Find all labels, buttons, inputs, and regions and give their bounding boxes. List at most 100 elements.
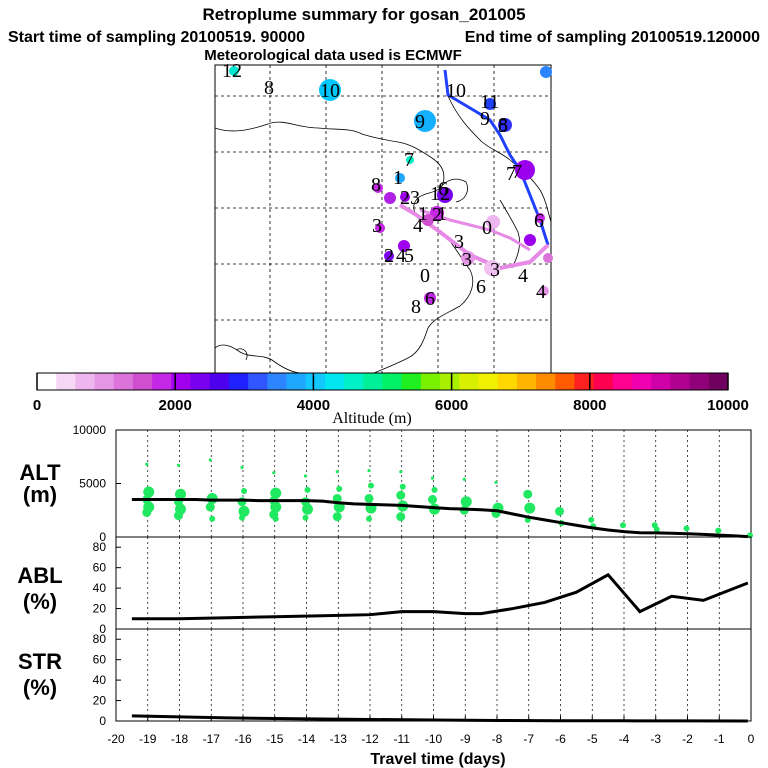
x-tick-label: -16 [234,732,252,746]
colorbar-swatch [190,373,211,390]
alt-scatter-point [332,512,342,522]
alt-scatter-point [399,483,406,490]
alt-scatter-point [653,526,660,533]
colorbar-swatch [37,373,57,390]
colorbar-swatch [651,373,671,390]
x-tick-label: -10 [425,732,443,746]
alt-scatter-point [396,512,406,522]
alt-scatter-point [715,527,722,534]
x-tick-label: -15 [266,732,284,746]
trajectory-day-label: 4 [536,281,546,303]
map-gridlines [215,65,551,373]
trajectory-marker [319,79,341,101]
x-tick-label: -1 [714,732,725,746]
colorbar-tick-label: 6000 [435,397,468,414]
trajectory-day-label: 2 [384,245,394,267]
y-tick-label: 40 [93,673,107,687]
trajectory-day-label: 12 [222,60,242,82]
colorbar-swatch [305,373,326,390]
alt-scatter-point [302,514,309,521]
x-tick-label: -6 [555,732,566,746]
trajectory-day-label: 2 [432,204,442,226]
trajectory-marker [484,98,496,110]
alt-scatter-point [555,506,564,516]
end-time-label: End time of sampling 20100519.120000 [465,29,760,46]
x-axis-label: Travel time (days) [370,751,505,768]
alt-scatter-point [430,476,435,480]
alt-scatter-point [142,507,152,517]
trajectory-marker [461,251,475,265]
trajectory-day-label: 8 [371,174,381,196]
colorbar-swatch [440,373,460,390]
trajectory-day-label: 3 [490,259,500,281]
trajectory-day-label: 6 [438,178,448,200]
trajectory-day-label: 5 [498,115,508,137]
y-tick-label: 80 [93,632,107,646]
trajectory-marker [486,215,500,229]
colorbar-swatch [344,373,364,390]
alt-series-line [131,498,748,539]
colorbar-swatch [401,373,422,390]
trajectory-marker [384,192,396,204]
alt-scatter-point [205,502,215,512]
colorbar-swatch [152,373,172,390]
y-tick-label: 80 [93,540,107,554]
trajectory-day-label: 7 [506,163,516,185]
trajectory-marker [422,214,434,226]
trajectory-marker [373,183,383,193]
trajectory-marker [535,213,545,223]
x-tick-label: -3 [650,732,661,746]
alt-scatter-point [272,471,276,475]
x-tick-label: -4 [619,732,630,746]
alt-scatter-point [270,501,282,513]
alt-scatter-point [683,525,690,532]
colorbar-tick-label: 4000 [297,397,330,414]
trajectory-day-label: 3 [462,249,472,271]
coastlines [214,95,552,374]
colorbar-swatch [632,373,652,390]
trajectory-day-label: 7 [404,149,414,171]
met-data-label: Meteorological data used is ECMWF [204,47,462,64]
colorbar-swatch [516,373,537,390]
panel-label: (%) [23,589,57,614]
trajectory-markers [229,66,553,304]
y-tick-label: 0 [99,714,106,728]
x-tick-label: -19 [139,732,157,746]
trajectory-day-label: 1 [418,203,428,225]
alt-scatter-point [239,514,245,521]
colorbar-swatch [497,373,518,390]
alt-scatter-point [431,486,438,493]
y-tick-label: 40 [93,581,107,595]
trajectory-day-label: 5 [404,245,414,267]
x-tick-label: -8 [492,732,503,746]
colorbar-swatch [689,373,710,390]
panel-str: 80 60 40 20 0 STR(%) [18,628,752,728]
trajectory-marker [414,110,436,132]
alt-scatter-point [399,470,403,474]
alt-scatter-point [174,511,183,521]
x-tick-label: -12 [361,732,379,746]
y-tick-label: 20 [93,694,107,708]
x-tick-label: -17 [203,732,221,746]
trajectory-marker [437,187,453,203]
colorbar-tick-label: 2000 [159,397,192,414]
trajectory-marker [524,234,536,246]
colorbar-tick-label: 8000 [573,397,606,414]
colorbar-swatch [248,373,268,390]
alt-scatter-point [588,516,595,523]
x-tick-label: -18 [171,732,189,746]
alt-scatter-point [335,470,339,474]
figure-title: Retroplume summary for gosan_201005 [202,5,525,24]
x-tick-label: -2 [682,732,693,746]
trajectory-day-label: 10 [320,80,340,102]
y-tick-label: 60 [93,653,107,667]
panel-label: ALT [19,460,61,485]
colorbar-swatch [228,373,249,390]
trajectory-day-label: 6 [534,210,544,232]
timeseries-panels: 1000050000ALT(m)806040200ABL(%)806040200… [17,423,754,746]
trajectory-day-label: 11 [480,91,499,113]
colorbar-swatch [75,373,96,390]
colorbar-swatch [555,373,575,390]
